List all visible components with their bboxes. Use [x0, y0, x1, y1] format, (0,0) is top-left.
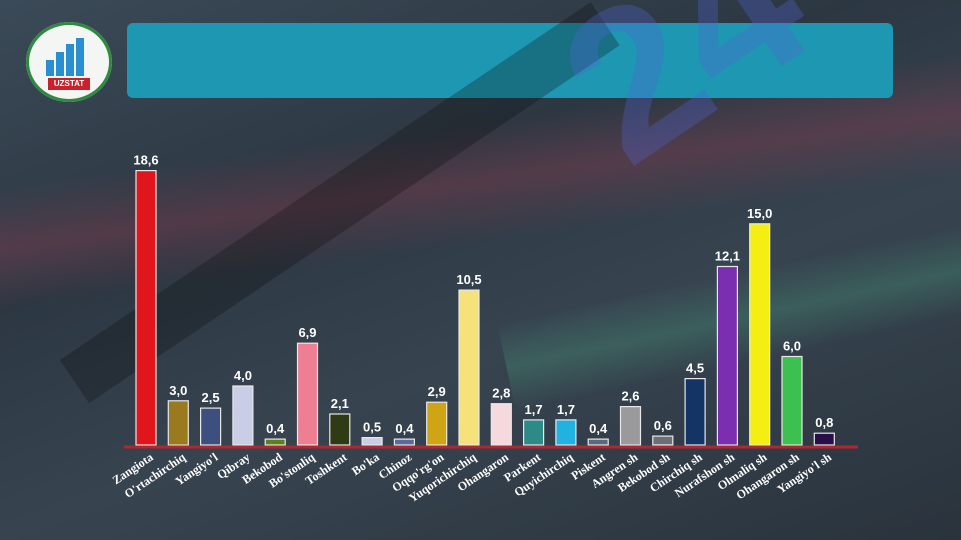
value-label-9: 0,4: [395, 421, 414, 436]
bar-18: [684, 378, 706, 446]
value-label-14: 1,7: [557, 402, 575, 417]
value-label-22: 0,8: [815, 415, 833, 430]
value-label-11: 10,5: [456, 272, 481, 287]
bar-8: [361, 437, 383, 446]
value-label-13: 1,7: [525, 402, 543, 417]
value-label-16: 2,6: [621, 389, 639, 404]
value-label-12: 2,8: [492, 386, 510, 401]
value-label-8: 0,5: [363, 420, 381, 435]
bar-19: [716, 265, 739, 446]
bar-1: [135, 170, 157, 446]
bar-7: [329, 413, 351, 446]
value-label-19: 12,1: [715, 249, 740, 264]
bar-11: [458, 289, 480, 446]
value-label-7: 2,1: [331, 396, 349, 411]
category-label-8: Bo'ka: [349, 450, 382, 478]
bar-20: [749, 223, 771, 446]
bars-layer: [135, 170, 835, 446]
value-label-5: 0,4: [266, 421, 285, 436]
bar-4: [232, 385, 254, 446]
bar-5: [264, 438, 286, 446]
logo-bars-icon: [46, 38, 92, 76]
bar-2: [167, 400, 189, 446]
value-label-20: 15,0: [747, 206, 772, 221]
value-label-17: 0,6: [654, 418, 672, 433]
value-label-4: 4,0: [234, 368, 252, 383]
bar-9: [393, 438, 415, 446]
bar-12: [490, 403, 512, 446]
bar-16: [619, 406, 642, 446]
uzstat-logo: UZSTAT: [26, 22, 112, 102]
value-label-6: 6,9: [298, 325, 316, 340]
bar-22: [813, 432, 835, 446]
value-label-15: 0,4: [589, 421, 608, 436]
bar-6: [296, 342, 319, 446]
value-label-3: 2,5: [202, 390, 220, 405]
bar-21: [781, 355, 803, 446]
value-label-1: 18,6: [133, 153, 158, 168]
bar-10: [426, 401, 448, 446]
value-label-18: 4,5: [686, 361, 704, 376]
title-box: [127, 23, 893, 98]
bar-15: [587, 438, 609, 446]
value-label-2: 3,0: [169, 383, 187, 398]
bar-3: [200, 407, 222, 446]
logo-text: UZSTAT: [48, 78, 90, 90]
value-label-21: 6,0: [783, 339, 801, 354]
bar-14: [555, 419, 577, 446]
bar-13: [522, 419, 545, 446]
value-label-10: 2,9: [428, 384, 446, 399]
bar-17: [652, 435, 674, 446]
